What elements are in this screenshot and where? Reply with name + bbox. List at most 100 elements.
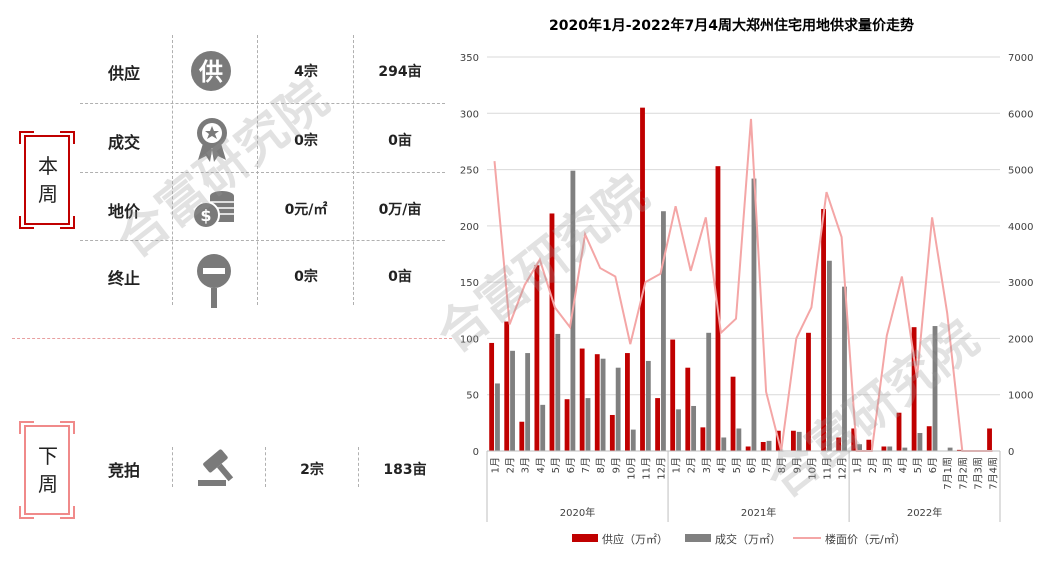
deal-label: 成交: [108, 133, 141, 152]
supply-icon: 供: [191, 51, 231, 91]
legend-swatch-supply: [572, 534, 598, 542]
x-tick-label: 1月: [852, 457, 864, 473]
y-right-tick-label: 4000: [1008, 222, 1033, 233]
next-week-badge-char-1: 下: [38, 444, 58, 468]
x-tick-label: 4月: [716, 457, 728, 473]
svg-text:$: $: [200, 206, 211, 225]
supply-bar: [640, 107, 645, 452]
deal-bar: [947, 447, 953, 451]
supply-bar: [836, 437, 842, 451]
divider: [353, 35, 354, 305]
deal-bar: [766, 440, 772, 451]
chart-title: 2020年1月-2022年7月4周大郑州住宅用地供求量价走势: [549, 17, 914, 34]
deal-bar: [615, 367, 621, 451]
deal-bar: [691, 405, 697, 451]
y-left-tick-label: 200: [460, 222, 479, 233]
y-right-tick-label: 3000: [1008, 278, 1033, 289]
supply-bar: [489, 342, 495, 451]
legend-label-supply: 供应（万㎡）: [602, 532, 668, 546]
deal-bar: [721, 437, 727, 451]
deal-bar: [857, 444, 862, 451]
price-value: 0元/㎡: [284, 202, 328, 218]
supply-bar: [625, 353, 630, 451]
deal-bar: [645, 360, 651, 451]
deal-bar: [751, 178, 757, 451]
x-tick-label: 2月: [505, 457, 517, 473]
deal-count: 0宗: [294, 133, 318, 149]
medal-icon: [197, 118, 227, 162]
divider: [80, 240, 445, 241]
supply-label: 供应: [108, 64, 141, 83]
y-left-tick-label: 350: [460, 53, 479, 64]
supply-bar: [549, 213, 555, 451]
x-tick-label: 6月: [746, 457, 758, 473]
x-group-label: 2021年: [741, 506, 776, 519]
svg-text:供: 供: [198, 58, 223, 86]
x-tick-label: 7月: [761, 457, 773, 473]
x-tick-label: 9月: [791, 457, 803, 473]
legend-label-price: 楼面价（元/㎡）: [825, 532, 906, 546]
x-tick-label: 4月: [535, 457, 547, 473]
supply-bar: [896, 412, 902, 451]
x-tick-label: 8月: [595, 457, 607, 473]
x-tick-label: 7月: [580, 457, 592, 473]
supply-bar: [594, 354, 600, 451]
x-tick-label: 7月4周: [987, 457, 999, 490]
deal-bar: [887, 446, 893, 451]
divider: [80, 172, 445, 173]
x-tick-label: 7月3周: [972, 457, 984, 490]
section-separator: [12, 338, 452, 339]
supply-bar: [911, 327, 917, 451]
this-week-badge-frame: [19, 131, 75, 229]
x-tick-label: 3月: [701, 457, 713, 473]
y-right-tick-label: 0: [1008, 447, 1014, 458]
y-right-tick-label: 5000: [1008, 166, 1033, 177]
x-tick-label: 10月: [806, 457, 818, 480]
deal-bar: [917, 432, 923, 451]
supply-bar: [760, 441, 766, 451]
y-left-tick-label: 250: [460, 166, 479, 177]
x-tick-label: 5月: [912, 457, 924, 473]
supply-bar: [609, 414, 615, 451]
x-tick-label: 3月: [520, 457, 532, 473]
supply-bar: [851, 428, 857, 451]
supply-bar: [655, 398, 661, 451]
terminated-label: 终止: [108, 269, 141, 288]
divider: [172, 447, 173, 487]
supply-bar: [685, 367, 691, 451]
y-right-tick-label: 7000: [1008, 53, 1033, 64]
deal-bar: [540, 404, 546, 451]
deal-bar: [600, 358, 606, 451]
x-tick-label: 8月: [776, 457, 788, 473]
auction-label: 竞拍: [108, 461, 141, 480]
x-tick-label: 5月: [550, 457, 562, 473]
divider: [80, 103, 445, 104]
deal-bar: [676, 409, 681, 451]
supply-bar: [956, 449, 962, 451]
legend-swatch-deal: [685, 534, 711, 542]
y-right-tick-label: 6000: [1008, 109, 1033, 120]
y-right-tick-label: 1000: [1008, 391, 1033, 402]
x-tick-label: 6月: [565, 457, 577, 473]
supply-bar: [579, 348, 585, 451]
divider: [172, 35, 173, 305]
supply-bar: [700, 427, 706, 451]
x-tick-label: 4月: [897, 457, 909, 473]
x-tick-label: 11月: [821, 457, 833, 480]
deal-bar: [495, 383, 500, 451]
x-tick-label: 7月2周: [957, 457, 969, 490]
supply-bar: [806, 332, 811, 451]
y-left-tick-label: 0: [473, 447, 479, 458]
x-tick-label: 2月: [686, 457, 698, 473]
x-tick-label: 10月: [625, 457, 637, 480]
y-left-tick-label: 300: [460, 109, 479, 120]
deal-bar: [525, 353, 531, 451]
stop-sign-icon: [197, 254, 231, 308]
x-tick-label: 3月: [882, 457, 894, 473]
supply-bar: [534, 265, 540, 451]
supply-bar: [564, 399, 570, 451]
deal-bar: [661, 211, 666, 451]
supply-bar: [926, 426, 932, 451]
x-tick-label: 7月1周: [942, 457, 954, 490]
